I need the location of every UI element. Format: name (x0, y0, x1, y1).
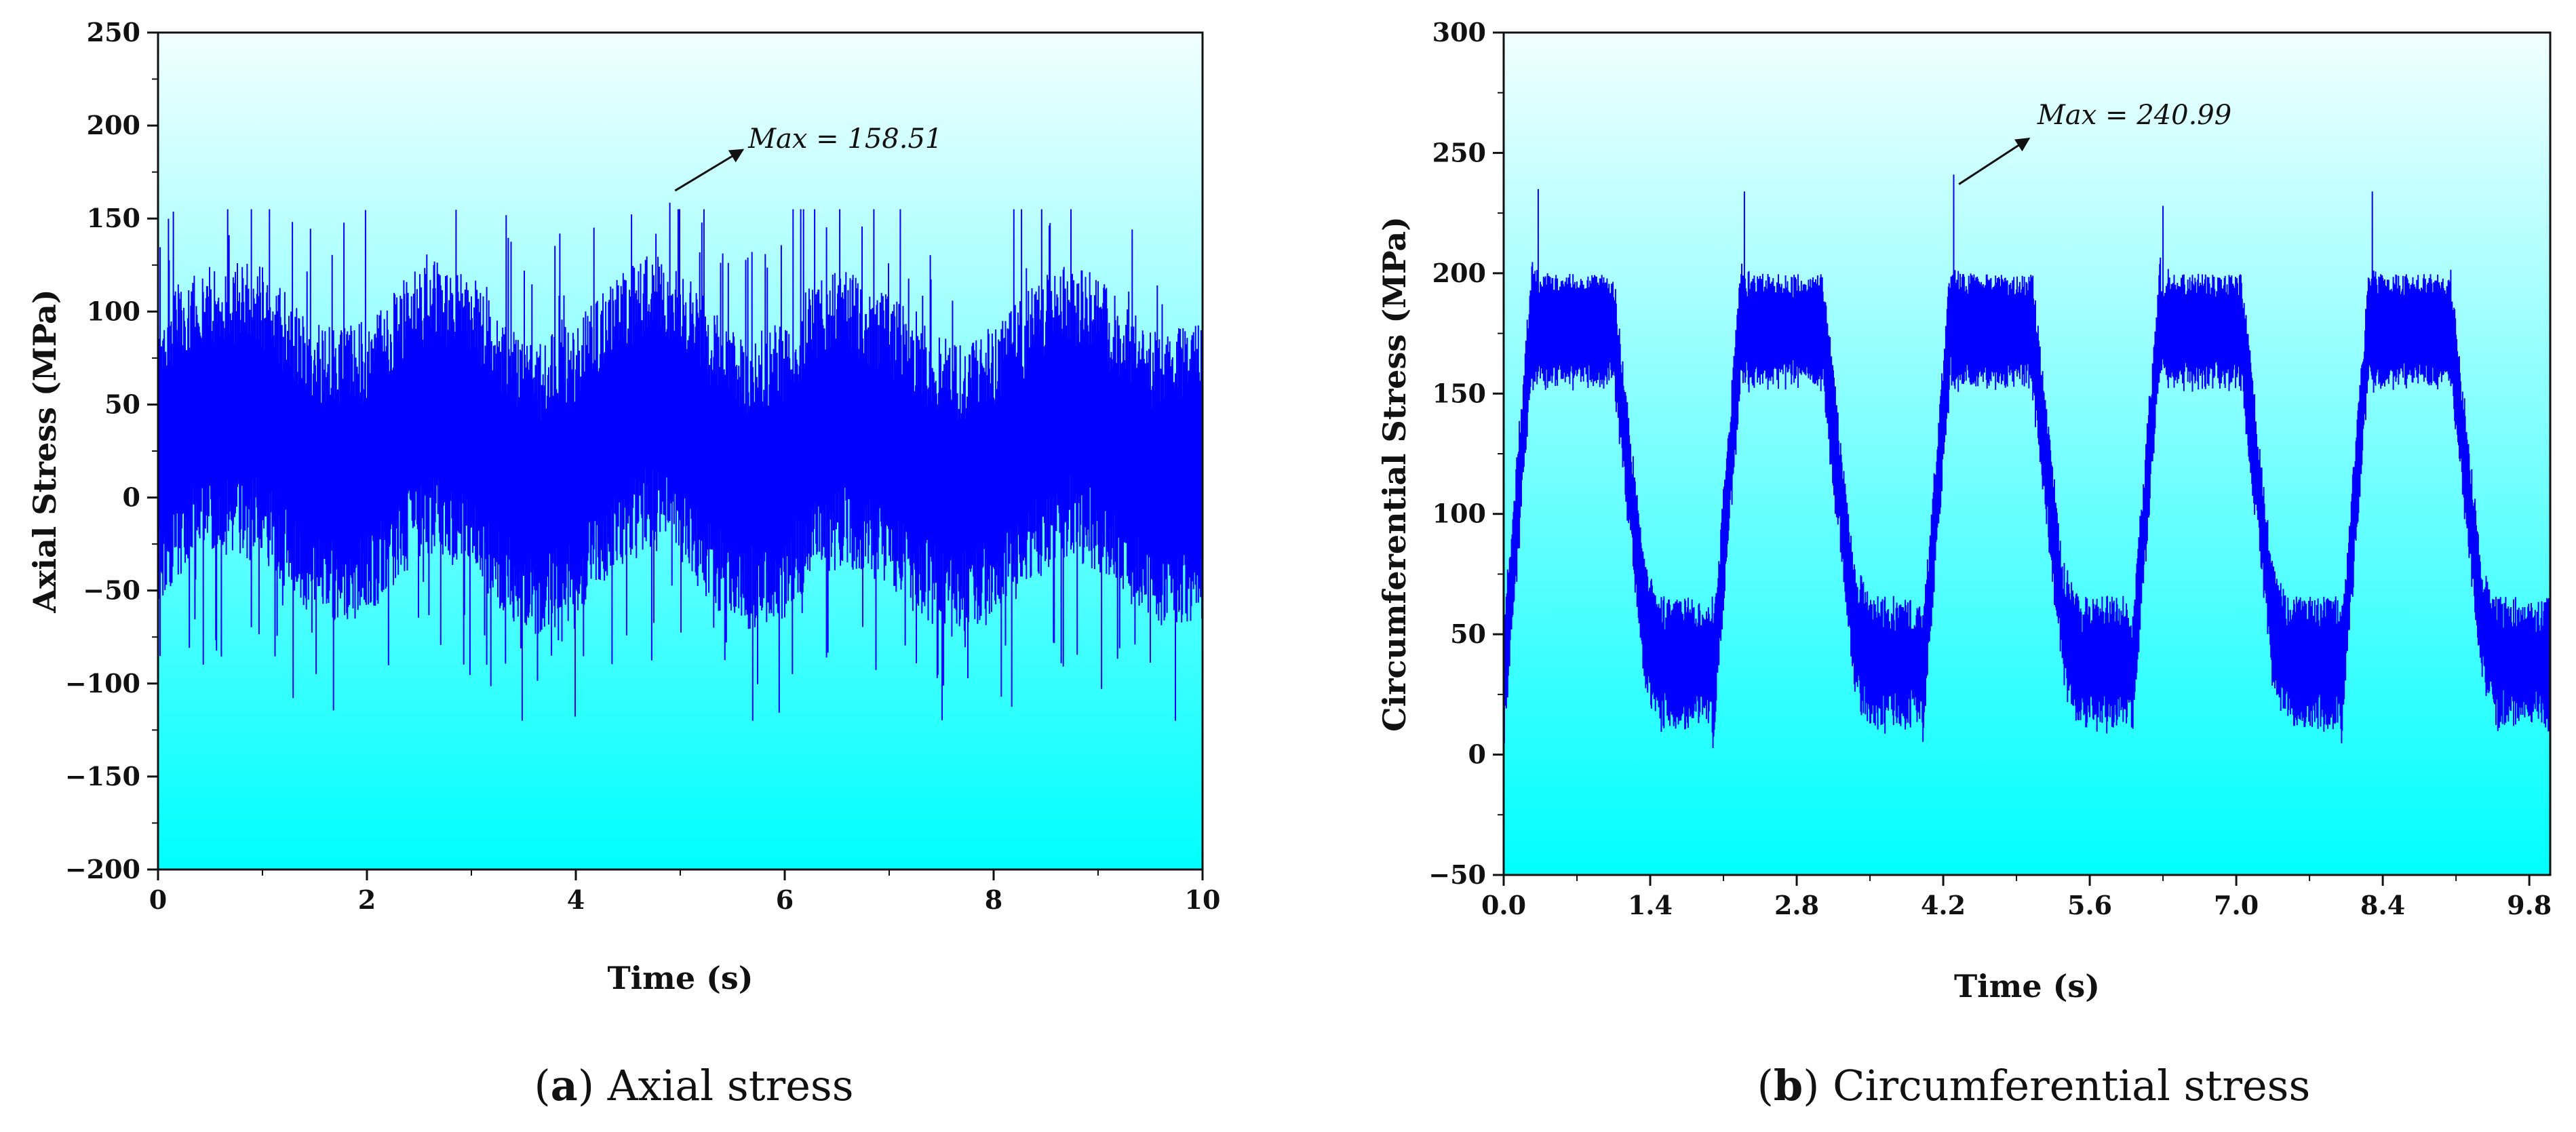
axial-y-axis-title: Axial Stress (MPa) (26, 289, 63, 613)
circumferential-stress-chart: 0.0 1.4 2.8 4.2 5.6 7.0 8.4 9.8 −50 0 50 100 150 200 2… (1376, 17, 2552, 1110)
circumferential-y-tick-label: 150 (1432, 378, 1486, 408)
caption-circumferential-text: Circumferential stress (1833, 1061, 2310, 1110)
axial-y-tick-label: −100 (65, 668, 140, 699)
circumferential-x-tick-label: 1.4 (1628, 890, 1673, 920)
circumferential-x-tick-label: 5.6 (2067, 890, 2112, 920)
caption-axial-letter: a (551, 1061, 578, 1110)
circumferential-y-tick-label: 250 (1432, 137, 1486, 168)
circumferential-max-arrow (1958, 137, 2031, 185)
circumferential-x-tick-label: 7.0 (2214, 890, 2259, 920)
axial-y-tick-label: −200 (65, 854, 140, 884)
axial-x-tick-label: 4 (567, 884, 585, 915)
circumferential-y-tick-label: 0 (1468, 739, 1486, 770)
axial-x-tick-label: 0 (149, 884, 167, 915)
circumferential-x-tick-label: 4.2 (1921, 890, 1966, 920)
circumferential-y-tick-label: 200 (1432, 258, 1486, 288)
circumferential-x-axis-title: Time (s) (1954, 968, 2100, 1004)
axial-y-tick-label: 100 (87, 296, 140, 326)
axial-y-tick-label: 200 (87, 110, 140, 140)
caption-axial-stress: (a) Axial stress (534, 1061, 853, 1110)
axial-y-tick-label: −150 (65, 761, 140, 792)
caption-circumferential-stress: (b) Circumferential stress (1757, 1061, 2311, 1110)
axial-y-tick-label: −50 (83, 575, 140, 606)
axial-x-axis-title: Time (s) (607, 960, 753, 996)
axial-x-tick-label: 8 (985, 884, 1002, 915)
circumferential-y-axis-title: Circumferential Stress (MPa) (1376, 216, 1413, 732)
axial-max-arrow (674, 149, 745, 192)
axial-y-tick-label: 50 (104, 389, 140, 419)
axial-y-tick-label: 0 (123, 482, 140, 513)
axial-y-tick-label: 150 (87, 203, 140, 233)
caption-axial-text: Axial stress (607, 1061, 854, 1110)
circumferential-y-tick-label: −50 (1428, 859, 1486, 890)
axial-stress-chart: 0 2 4 6 8 10 −200 −150 −100 −50 0 50 100 150 200 250 Ti… (26, 17, 1220, 1110)
circumferential-x-tick-label: 2.8 (1774, 890, 1819, 920)
circumferential-y-tick-label: 300 (1432, 17, 1486, 47)
axial-x-tick-label: 2 (358, 884, 376, 915)
circumferential-plot-area (1504, 33, 2550, 875)
circumferential-x-tick-label: 8.4 (2360, 890, 2405, 920)
axial-max-annotation: Max = 158.51 (747, 123, 942, 155)
circumferential-y-tick-label: 50 (1450, 619, 1486, 649)
axial-x-tick-label: 10 (1185, 884, 1221, 915)
caption-circumferential-letter: b (1774, 1061, 1803, 1110)
axial-y-tick-label: 250 (87, 17, 140, 47)
axial-x-tick-label: 6 (776, 884, 794, 915)
circumferential-x-tick-label: 9.8 (2507, 890, 2552, 920)
circumferential-y-tick-label: 100 (1432, 499, 1486, 529)
circumferential-axis-ticks: 0.0 1.4 2.8 4.2 5.6 7.0 8.4 9.8 −50 0 50 100 150 200 2… (1428, 17, 2552, 920)
circumferential-max-annotation: Max = 240.99 (2037, 100, 2231, 131)
circumferential-x-tick-label: 0.0 (1481, 890, 1526, 920)
axial-axis-ticks: 0 2 4 6 8 10 −200 −150 −100 −50 0 50 100 150 200 250 (65, 17, 1221, 915)
